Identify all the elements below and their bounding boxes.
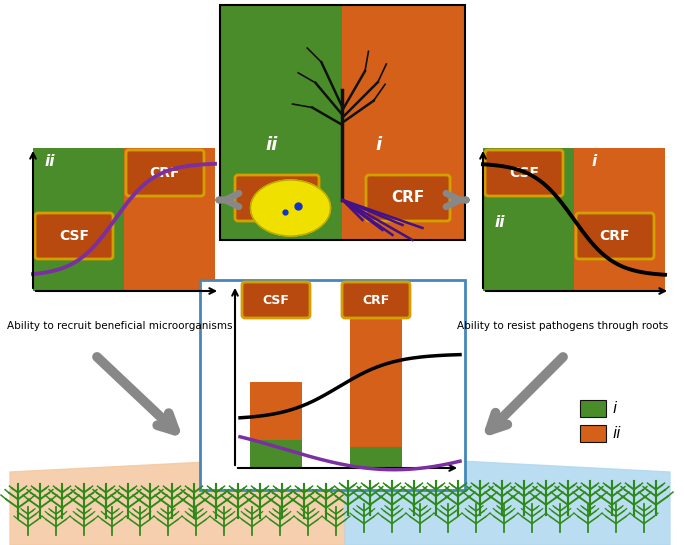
Text: i: i <box>592 154 597 169</box>
FancyBboxPatch shape <box>366 175 450 221</box>
Bar <box>580 425 606 442</box>
Polygon shape <box>251 180 330 236</box>
FancyBboxPatch shape <box>235 175 319 221</box>
Bar <box>220 5 342 240</box>
Text: CSF: CSF <box>260 191 293 205</box>
Bar <box>220 5 465 240</box>
Bar <box>483 148 574 291</box>
Bar <box>124 148 215 291</box>
Text: CSF: CSF <box>509 166 539 180</box>
FancyBboxPatch shape <box>126 150 204 196</box>
Text: i: i <box>375 136 381 154</box>
FancyBboxPatch shape <box>242 282 310 318</box>
Bar <box>574 148 665 291</box>
Text: CRF: CRF <box>362 294 390 306</box>
Text: CSF: CSF <box>59 229 89 243</box>
Text: i: i <box>142 154 147 169</box>
FancyBboxPatch shape <box>485 150 563 196</box>
Text: Ability to recruit beneficial microorganisms: Ability to recruit beneficial microorgan… <box>7 321 232 331</box>
Bar <box>250 382 302 440</box>
Bar <box>350 447 402 468</box>
Bar <box>580 400 606 417</box>
FancyBboxPatch shape <box>576 213 654 259</box>
Text: CRF: CRF <box>150 166 180 180</box>
Polygon shape <box>345 455 670 545</box>
Text: CRF: CRF <box>391 191 425 205</box>
Text: ii: ii <box>45 154 55 169</box>
Bar <box>350 316 402 447</box>
FancyBboxPatch shape <box>342 282 410 318</box>
Bar <box>200 280 465 490</box>
Text: i: i <box>612 401 616 416</box>
Polygon shape <box>10 455 345 545</box>
Bar <box>342 5 465 240</box>
Bar <box>33 148 124 291</box>
Text: ii: ii <box>495 215 506 229</box>
Text: Ability to resist pathogens through roots: Ability to resist pathogens through root… <box>457 321 669 331</box>
Text: ii: ii <box>612 426 621 441</box>
Text: CSF: CSF <box>262 294 290 306</box>
Bar <box>250 440 302 468</box>
Text: ii: ii <box>265 136 277 154</box>
Text: CRF: CRF <box>600 229 630 243</box>
FancyBboxPatch shape <box>35 213 113 259</box>
